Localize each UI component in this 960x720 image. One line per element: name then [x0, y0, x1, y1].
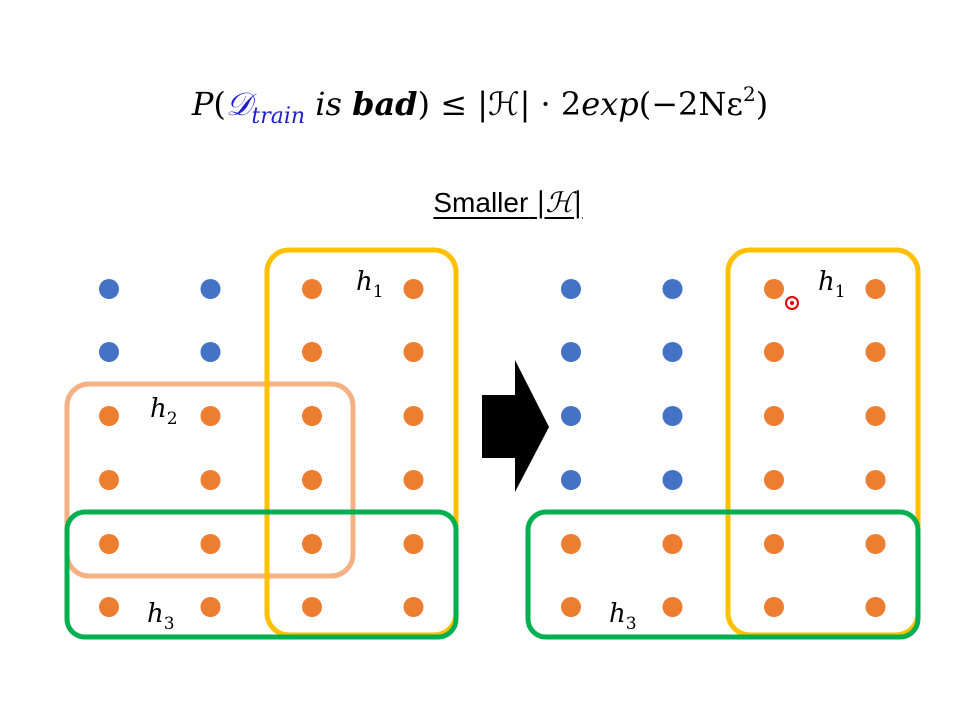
orange-data-point [302, 597, 322, 617]
orange-data-point [99, 470, 119, 490]
blue-data-point [561, 406, 581, 426]
orange-data-point [200, 597, 221, 617]
orange-data-point [764, 279, 784, 299]
orange-data-point [302, 342, 322, 362]
hoeffding-bound-formula: P(𝒟train is bad) ≤ |ℋ| · 2exp(−2Nε2) [191, 82, 769, 129]
orange-data-point [865, 597, 886, 617]
blue-data-point [662, 470, 683, 490]
right-h1-region-box [725, 247, 921, 638]
orange-data-point [865, 534, 886, 554]
orange-data-point [403, 406, 424, 426]
orange-data-point [302, 470, 322, 490]
left-h3-label: h3 [147, 599, 175, 634]
right-arrow-icon [482, 360, 549, 492]
orange-data-point [302, 279, 322, 299]
orange-data-point [403, 534, 424, 554]
orange-data-point [662, 534, 683, 554]
blue-data-point [662, 406, 683, 426]
orange-data-point [865, 279, 886, 299]
orange-data-point [99, 534, 119, 554]
subtitle: Smaller |ℋ| [433, 186, 583, 219]
orange-data-point [302, 534, 322, 554]
orange-data-point [662, 597, 683, 617]
h2-region-box [64, 381, 356, 579]
right-h3-region-box [525, 509, 921, 640]
orange-data-point [200, 470, 221, 490]
left-h2-label: h2 [150, 394, 178, 429]
orange-data-point [99, 406, 119, 426]
orange-data-point [403, 342, 424, 362]
orange-data-point [200, 406, 221, 426]
blue-data-point [662, 279, 683, 299]
orange-data-point [764, 470, 784, 490]
orange-data-point [764, 406, 784, 426]
orange-data-point [403, 597, 424, 617]
orange-data-point [302, 406, 322, 426]
orange-data-point [403, 279, 424, 299]
h3-region-box [64, 509, 459, 640]
orange-data-point [865, 406, 886, 426]
orange-data-point [865, 470, 886, 490]
orange-data-point [200, 534, 221, 554]
orange-data-point [99, 597, 119, 617]
laser-pointer-cursor [785, 296, 799, 310]
left-h1-label: h1 [356, 267, 384, 302]
blue-data-point [561, 470, 581, 490]
right-h1-label: h1 [818, 267, 846, 302]
blue-data-point [561, 279, 581, 299]
orange-data-point [764, 534, 784, 554]
orange-data-point [764, 597, 784, 617]
blue-data-point [200, 279, 221, 299]
right-dot-grid [561, 279, 886, 617]
orange-data-point [865, 342, 886, 362]
orange-data-point [561, 534, 581, 554]
left-dot-grid [99, 279, 424, 617]
orange-data-point [764, 342, 784, 362]
orange-data-point [403, 470, 424, 490]
blue-data-point [99, 279, 119, 299]
orange-data-point [561, 597, 581, 617]
blue-data-point [561, 342, 581, 362]
blue-data-point [99, 342, 119, 362]
blue-data-point [662, 342, 683, 362]
right-h3-label: h3 [609, 599, 637, 634]
blue-data-point [200, 342, 221, 362]
